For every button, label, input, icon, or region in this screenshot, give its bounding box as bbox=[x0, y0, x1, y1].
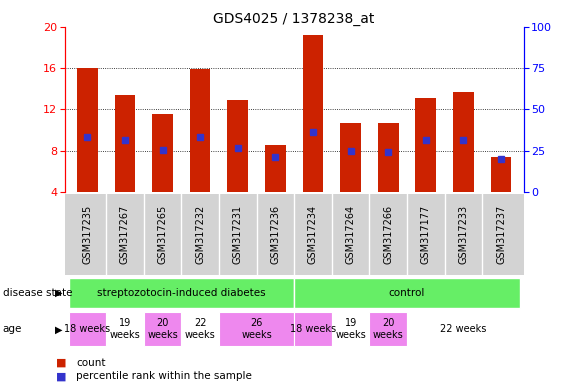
Bar bbox=[378, 123, 399, 192]
Text: 18 weeks: 18 weeks bbox=[290, 324, 336, 334]
FancyBboxPatch shape bbox=[69, 313, 106, 346]
FancyBboxPatch shape bbox=[106, 313, 144, 346]
FancyBboxPatch shape bbox=[181, 313, 219, 346]
Text: count: count bbox=[76, 358, 105, 368]
FancyBboxPatch shape bbox=[294, 313, 332, 346]
Text: 19
weeks: 19 weeks bbox=[110, 318, 140, 340]
Bar bbox=[491, 157, 511, 192]
Text: 26
weeks: 26 weeks bbox=[241, 318, 272, 340]
Text: ■: ■ bbox=[56, 358, 67, 368]
Text: 22
weeks: 22 weeks bbox=[185, 318, 216, 340]
FancyBboxPatch shape bbox=[294, 278, 520, 308]
Text: control: control bbox=[389, 288, 425, 298]
Text: streptozotocin-induced diabetes: streptozotocin-induced diabetes bbox=[97, 288, 266, 298]
Text: GSM317266: GSM317266 bbox=[383, 205, 393, 264]
Text: 18 weeks: 18 weeks bbox=[64, 324, 110, 334]
FancyBboxPatch shape bbox=[332, 313, 369, 346]
Bar bbox=[303, 35, 323, 192]
Bar bbox=[415, 98, 436, 192]
Text: GSM317265: GSM317265 bbox=[158, 205, 168, 264]
Bar bbox=[340, 123, 361, 192]
Text: disease state: disease state bbox=[3, 288, 72, 298]
FancyBboxPatch shape bbox=[369, 313, 407, 346]
Text: 19
weeks: 19 weeks bbox=[335, 318, 366, 340]
FancyBboxPatch shape bbox=[144, 313, 181, 346]
FancyBboxPatch shape bbox=[407, 313, 520, 346]
Text: percentile rank within the sample: percentile rank within the sample bbox=[76, 371, 252, 381]
Bar bbox=[265, 144, 285, 192]
Text: GSM317236: GSM317236 bbox=[270, 205, 280, 264]
Text: 20
weeks: 20 weeks bbox=[147, 318, 178, 340]
Text: GSM317232: GSM317232 bbox=[195, 205, 205, 264]
Text: 20
weeks: 20 weeks bbox=[373, 318, 404, 340]
Text: GSM317267: GSM317267 bbox=[120, 205, 130, 264]
Bar bbox=[77, 68, 97, 192]
Bar bbox=[453, 92, 473, 192]
Text: GSM317234: GSM317234 bbox=[308, 205, 318, 264]
Text: GSM317264: GSM317264 bbox=[346, 205, 356, 264]
Text: GSM317233: GSM317233 bbox=[458, 205, 468, 264]
FancyBboxPatch shape bbox=[219, 313, 294, 346]
Title: GDS4025 / 1378238_at: GDS4025 / 1378238_at bbox=[213, 12, 375, 26]
Bar bbox=[227, 100, 248, 192]
Text: ▶: ▶ bbox=[55, 324, 62, 334]
Text: GSM317231: GSM317231 bbox=[233, 205, 243, 264]
Text: GSM317177: GSM317177 bbox=[421, 205, 431, 264]
Text: age: age bbox=[3, 324, 22, 334]
Text: 22 weeks: 22 weeks bbox=[440, 324, 486, 334]
Text: GSM317237: GSM317237 bbox=[496, 205, 506, 264]
FancyBboxPatch shape bbox=[69, 278, 294, 308]
Bar bbox=[115, 95, 135, 192]
Bar bbox=[190, 69, 211, 192]
Bar bbox=[152, 114, 173, 192]
Text: GSM317235: GSM317235 bbox=[82, 205, 92, 264]
Text: ■: ■ bbox=[56, 371, 67, 381]
Text: ▶: ▶ bbox=[55, 288, 62, 298]
